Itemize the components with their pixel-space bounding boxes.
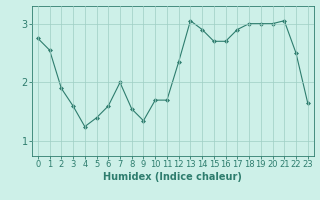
X-axis label: Humidex (Indice chaleur): Humidex (Indice chaleur) [103, 172, 242, 182]
